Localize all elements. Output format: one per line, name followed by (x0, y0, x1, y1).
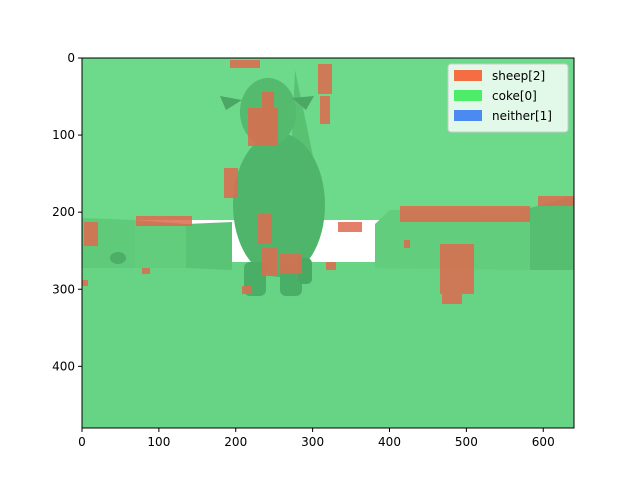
y-tick-label: 100 (52, 128, 75, 142)
legend: sheep[2] coke[0] neither[1] (447, 63, 569, 133)
far-right-wall (530, 196, 574, 270)
right-wall (375, 208, 530, 270)
legend-label: sheep[2] (492, 69, 545, 83)
sheep-ear-left (220, 96, 242, 110)
legend-swatch (454, 110, 482, 121)
left-wall-side (135, 220, 186, 268)
x-tick-label: 400 (378, 435, 401, 449)
ground-region (82, 262, 574, 428)
legend-swatch (454, 70, 482, 81)
y-tick-label: 200 (52, 205, 75, 219)
distant-animal (110, 252, 126, 264)
legend-label: neither[1] (492, 109, 552, 123)
x-tick-label: 500 (455, 435, 478, 449)
legend-swatch (454, 90, 482, 101)
x-tick-label: 600 (532, 435, 555, 449)
x-tick-label: 300 (301, 435, 324, 449)
x-tick-label: 0 (78, 435, 86, 449)
axes-frame (81, 57, 575, 429)
y-tick-label: 0 (67, 51, 75, 65)
x-tick-label: 200 (224, 435, 247, 449)
y-tick-label: 300 (52, 282, 75, 296)
x-tick-label: 100 (147, 435, 170, 449)
sheep-body (233, 133, 325, 277)
center-wall (186, 222, 232, 270)
sheep-mask (82, 60, 574, 304)
y-tick-label: 400 (52, 359, 75, 373)
y-axis: 0 100 200 300 400 (52, 51, 82, 373)
sheep-ear-right (292, 96, 314, 110)
legend-label: coke[0] (492, 89, 537, 103)
x-axis: 0 100 200 300 400 500 600 (78, 428, 555, 449)
